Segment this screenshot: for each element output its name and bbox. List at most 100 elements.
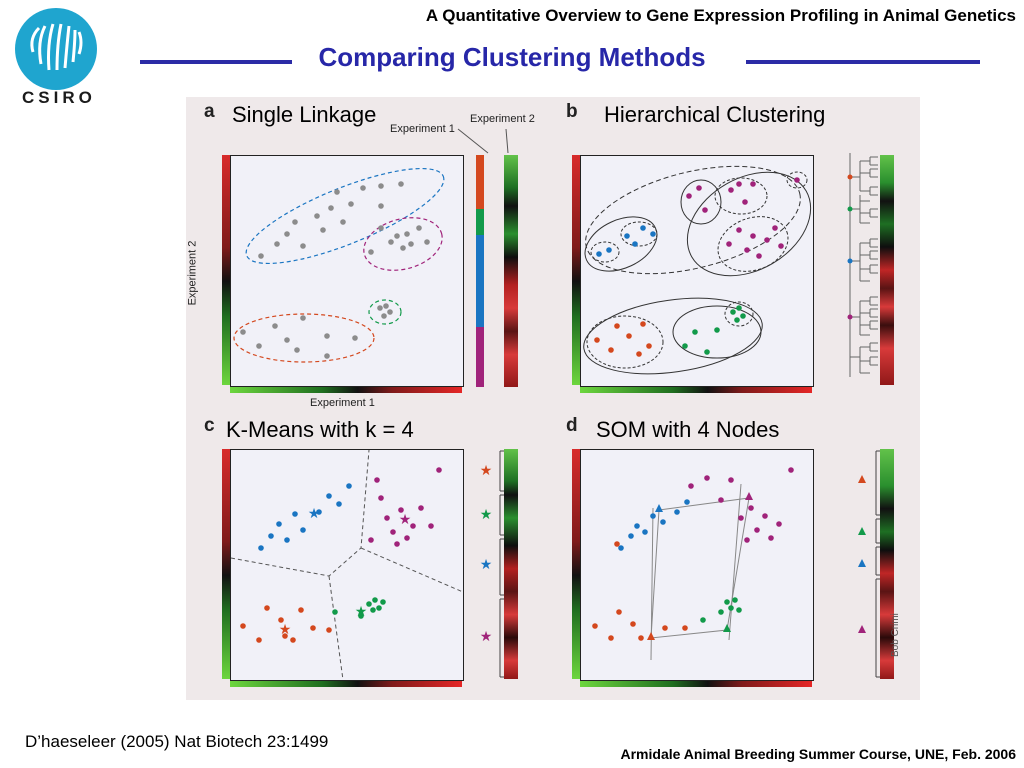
cluster-outline-bottom bbox=[583, 297, 763, 375]
panel-a-heatmap bbox=[504, 155, 518, 387]
data-point bbox=[240, 623, 246, 629]
cluster-outline-green bbox=[672, 305, 762, 359]
data-point bbox=[408, 241, 414, 247]
data-point bbox=[340, 219, 346, 225]
data-point bbox=[400, 245, 406, 251]
panel-d-heatmap bbox=[880, 449, 894, 679]
data-point bbox=[674, 509, 680, 515]
data-point bbox=[772, 225, 778, 231]
data-point bbox=[660, 519, 666, 525]
panel-b-letter: b bbox=[566, 101, 578, 122]
data-point bbox=[370, 607, 376, 613]
dendrogram-node bbox=[847, 206, 853, 212]
dendrogram-node bbox=[847, 314, 853, 320]
data-point bbox=[276, 521, 282, 527]
legend-triangle-green bbox=[858, 527, 866, 535]
data-point bbox=[282, 633, 288, 639]
data-point bbox=[718, 497, 724, 503]
data-point bbox=[726, 241, 732, 247]
panel-a-y-gradient bbox=[222, 155, 230, 385]
data-point bbox=[404, 231, 410, 237]
cluster-outline-green bbox=[368, 299, 402, 325]
clustering-figure: a Single Linkage Experiment 1 Experiment… bbox=[186, 97, 920, 700]
cluster-outline-magenta bbox=[363, 217, 443, 271]
data-point bbox=[636, 351, 642, 357]
data-point bbox=[626, 333, 632, 339]
data-point bbox=[310, 625, 316, 631]
data-point bbox=[778, 243, 784, 249]
data-point bbox=[268, 533, 274, 539]
data-point bbox=[394, 541, 400, 547]
panel-b-title: Hierarchical Clustering bbox=[604, 102, 826, 127]
data-point bbox=[326, 493, 332, 499]
data-point bbox=[387, 309, 393, 315]
data-point bbox=[284, 537, 290, 543]
data-point bbox=[736, 181, 742, 187]
panel-a-y-axis-label: Experiment 2 bbox=[186, 240, 199, 306]
panel-b-x-gradient bbox=[580, 387, 812, 393]
data-point bbox=[258, 545, 264, 551]
data-point bbox=[740, 313, 746, 319]
data-point bbox=[614, 541, 620, 547]
legend-star-green: ★ bbox=[480, 506, 493, 522]
cluster-outline-magenta bbox=[686, 171, 812, 277]
panel-c-legend: ★ ★ ★ ★ bbox=[480, 450, 504, 678]
centroid-star-orange: ★ bbox=[279, 621, 292, 637]
data-point bbox=[686, 193, 692, 199]
data-point bbox=[682, 625, 688, 631]
data-point bbox=[592, 623, 598, 629]
slide-title: Comparing Clustering Methods bbox=[318, 42, 706, 72]
data-point bbox=[640, 321, 646, 327]
title-rule-right bbox=[746, 60, 980, 64]
data-point bbox=[284, 337, 290, 343]
data-point bbox=[404, 535, 410, 541]
data-point bbox=[368, 537, 374, 543]
data-point bbox=[378, 203, 384, 209]
data-point bbox=[240, 329, 246, 335]
data-point bbox=[718, 609, 724, 615]
data-point bbox=[742, 199, 748, 205]
heatmap-label-experiment-1: Experiment 1 bbox=[390, 123, 455, 135]
panel-a-letter: a bbox=[204, 101, 215, 122]
data-point bbox=[410, 523, 416, 529]
centroid-star-blue: ★ bbox=[308, 505, 321, 521]
data-point bbox=[744, 247, 750, 253]
data-point bbox=[596, 251, 602, 257]
data-point bbox=[764, 237, 770, 243]
data-point bbox=[650, 513, 656, 519]
data-point bbox=[256, 637, 262, 643]
panel-d-letter: d bbox=[566, 415, 578, 436]
data-point bbox=[368, 249, 374, 255]
centroid-star-green: ★ bbox=[355, 603, 368, 619]
data-point bbox=[416, 225, 422, 231]
panel-b-heatmap bbox=[880, 155, 894, 385]
cluster-outline-magenta-sub bbox=[680, 179, 722, 225]
data-point bbox=[714, 327, 720, 333]
cluster-outline-blue bbox=[245, 167, 445, 265]
data-point bbox=[352, 335, 358, 341]
data-point bbox=[646, 343, 652, 349]
citation: D’haeseleer (2005) Nat Biotech 23:1499 bbox=[25, 732, 329, 751]
panel-a-title: Single Linkage bbox=[232, 102, 377, 127]
som-node-magenta bbox=[745, 492, 753, 500]
data-point bbox=[328, 205, 334, 211]
data-point bbox=[650, 231, 656, 237]
cluster-outline-orange bbox=[233, 313, 375, 363]
data-point bbox=[754, 527, 760, 533]
data-point bbox=[628, 533, 634, 539]
data-point bbox=[606, 247, 612, 253]
data-point bbox=[264, 605, 270, 611]
data-point bbox=[272, 323, 278, 329]
data-point bbox=[294, 347, 300, 353]
data-point bbox=[728, 187, 734, 193]
data-point bbox=[428, 523, 434, 529]
data-point bbox=[377, 305, 383, 311]
data-point bbox=[394, 233, 400, 239]
data-point bbox=[724, 599, 730, 605]
panel-c-y-gradient bbox=[222, 449, 230, 679]
data-point bbox=[284, 231, 290, 237]
data-point bbox=[388, 239, 394, 245]
panel-c-letter: c bbox=[204, 415, 215, 436]
data-point bbox=[424, 239, 430, 245]
data-point bbox=[380, 599, 386, 605]
